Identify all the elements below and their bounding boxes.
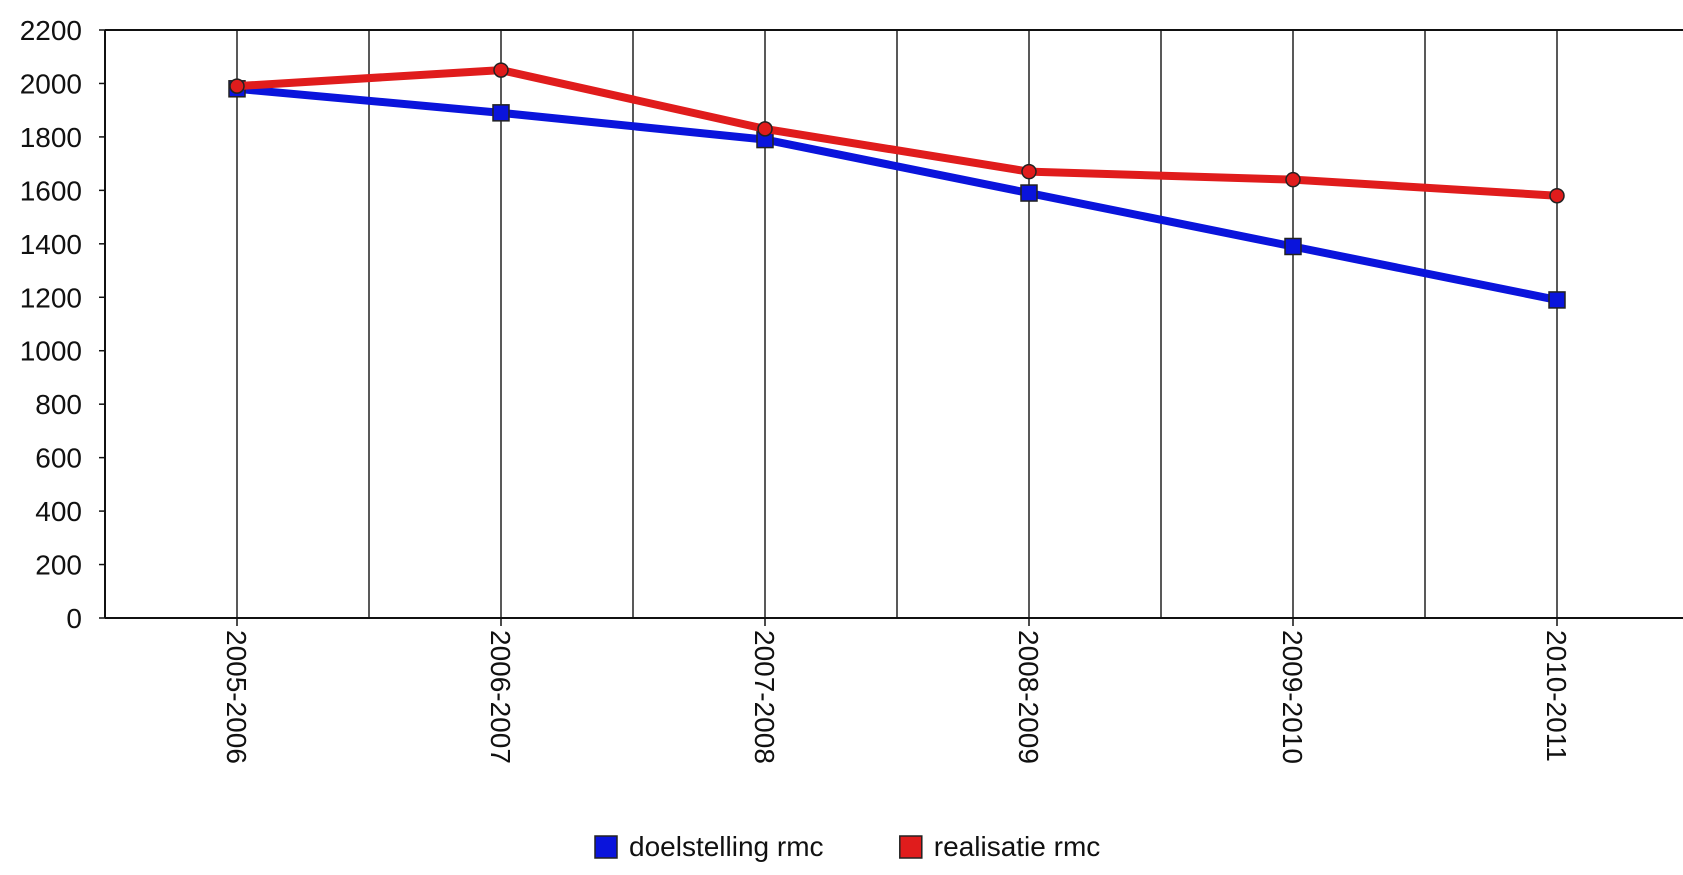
data-point	[229, 78, 245, 94]
x-tick-label: 2008-2009	[1013, 630, 1044, 764]
series-lines	[228, 62, 1566, 309]
legend-swatch	[899, 835, 923, 859]
series-1	[229, 62, 1565, 204]
axes	[104, 29, 1683, 619]
legend-item-1: realisatie rmc	[899, 831, 1100, 862]
data-point	[757, 121, 773, 137]
x-tick-label: 2005-2006	[221, 630, 252, 764]
x-tick-label: 2009-2010	[1277, 630, 1308, 764]
y-tick-label: 1800	[20, 122, 82, 153]
series-line	[233, 84, 1561, 304]
y-tick-label: 200	[35, 550, 82, 581]
legend-swatch	[594, 835, 618, 859]
series-line	[233, 66, 1561, 200]
data-point	[1284, 237, 1302, 256]
y-tick-label: 2200	[20, 15, 82, 46]
legend-item-0: doelstelling rmc	[594, 831, 824, 862]
data-point	[1285, 171, 1301, 188]
x-axis-ticks: 2005-2006 2006-2007 2007-2008 2008-2009 2009…	[221, 618, 1572, 764]
x-tick-label: 2010-2011	[1541, 630, 1572, 762]
y-tick-label: 400	[35, 496, 82, 527]
y-tick-label: 2000	[20, 68, 82, 99]
y-tick-label: 0	[66, 603, 82, 634]
y-tick-label: 1600	[20, 175, 82, 206]
legend: doelstelling rmc realisatie rmc	[594, 831, 1100, 862]
y-tick-label: 1200	[20, 282, 82, 313]
legend-label: realisatie rmc	[934, 831, 1100, 862]
data-point	[1020, 184, 1038, 202]
data-point	[1549, 187, 1565, 204]
data-point	[492, 104, 510, 122]
y-tick-label: 1400	[20, 229, 82, 260]
y-axis-ticks: 0 200 400 600 800 1000 1200 1400 1600 1800 2000 220…	[20, 15, 105, 634]
data-point	[1021, 163, 1037, 180]
y-tick-label: 600	[35, 443, 82, 474]
grid-lines	[236, 30, 1558, 618]
x-tick-label: 2006-2007	[485, 630, 516, 764]
data-point	[493, 62, 509, 78]
y-tick-label: 800	[35, 389, 82, 420]
x-tick-label: 2007-2008	[749, 630, 780, 764]
y-tick-label: 1000	[20, 336, 82, 367]
data-point	[1548, 291, 1566, 309]
legend-label: doelstelling rmc	[629, 831, 824, 862]
